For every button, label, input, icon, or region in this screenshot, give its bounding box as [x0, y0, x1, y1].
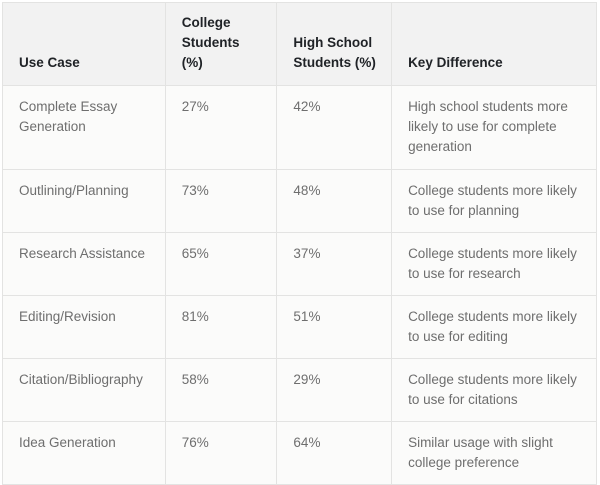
cell-use-case: Complete Essay Generation — [2, 85, 166, 170]
cell-key-difference: Similar usage with slight college prefer… — [391, 421, 597, 485]
table-row: Outlining/Planning 73% 48% College stude… — [2, 169, 597, 233]
cell-high-school-percent: 51% — [276, 295, 393, 359]
cell-key-difference: College students more likely to use for … — [391, 358, 597, 422]
column-header-college-students: College Students (%) — [164, 2, 278, 86]
cell-key-difference: High school students more likely to use … — [391, 85, 597, 170]
header-row: Use Case College Students (%) High Schoo… — [2, 2, 597, 86]
table-row: Citation/Bibliography 58% 29% College st… — [2, 358, 597, 422]
cell-college-percent: 73% — [164, 169, 278, 233]
cell-use-case: Outlining/Planning — [2, 169, 166, 233]
table-header: Use Case College Students (%) High Schoo… — [2, 2, 597, 86]
table-row: Research Assistance 65% 37% College stud… — [2, 232, 597, 296]
cell-high-school-percent: 48% — [276, 169, 393, 233]
cell-high-school-percent: 42% — [276, 85, 393, 170]
cell-high-school-percent: 37% — [276, 232, 393, 296]
cell-high-school-percent: 64% — [276, 421, 393, 485]
cell-college-percent: 81% — [164, 295, 278, 359]
table-row: Editing/Revision 81% 51% College student… — [2, 295, 597, 359]
cell-key-difference: College students more likely to use for … — [391, 232, 597, 296]
cell-college-percent: 76% — [164, 421, 278, 485]
cell-use-case: Citation/Bibliography — [2, 358, 166, 422]
cell-use-case: Editing/Revision — [2, 295, 166, 359]
cell-use-case: Research Assistance — [2, 232, 166, 296]
column-header-high-school-students: High School Students (%) — [276, 2, 393, 86]
cell-college-percent: 58% — [164, 358, 278, 422]
table-body: Complete Essay Generation 27% 42% High s… — [2, 85, 597, 485]
cell-high-school-percent: 29% — [276, 358, 393, 422]
column-header-key-difference: Key Difference — [391, 2, 597, 86]
column-header-use-case: Use Case — [2, 2, 166, 86]
table-row: Complete Essay Generation 27% 42% High s… — [2, 85, 597, 170]
table-row: Idea Generation 76% 64% Similar usage wi… — [2, 421, 597, 485]
cell-key-difference: College students more likely to use for … — [391, 295, 597, 359]
cell-college-percent: 65% — [164, 232, 278, 296]
cell-key-difference: College students more likely to use for … — [391, 169, 597, 233]
cell-college-percent: 27% — [164, 85, 278, 170]
cell-use-case: Idea Generation — [2, 421, 166, 485]
